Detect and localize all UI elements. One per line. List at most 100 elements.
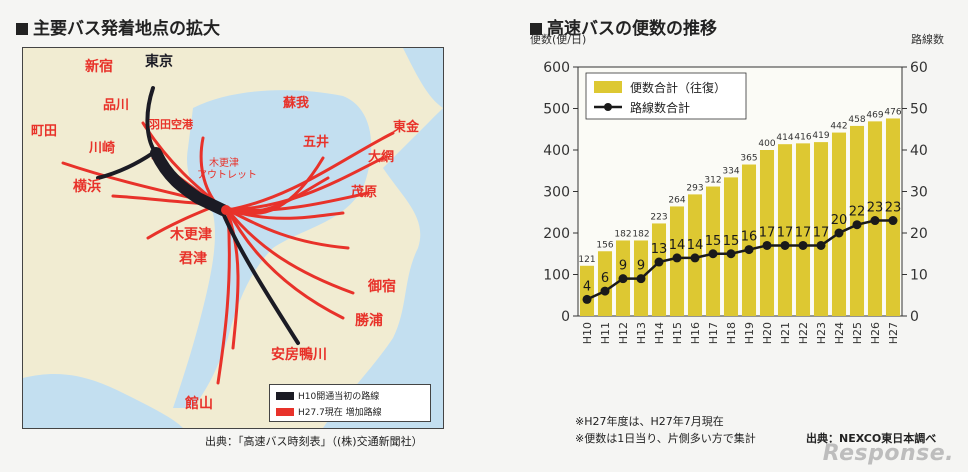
label-tateyama: 館山 [185,396,213,412]
route-point-H22 [798,240,808,250]
route-value-label: 16 [741,230,758,245]
label-awa-kamogawa: 安房鴨川 [271,347,327,363]
route-value-label: 9 [619,259,627,274]
y-right-axis-label: 路線数 [911,32,944,46]
route-chiba-east [226,208,350,250]
x-tick-label: H27 [887,322,900,344]
route-awa-kamogawa [221,211,300,345]
bar-value-label: 156 [596,240,613,250]
label-kisarazu-outlet-2: アウトレット [197,170,257,181]
legend-marker [604,103,612,111]
label-kisarazu-outlet-1: 木更津 [209,158,239,169]
route-value-label: 22 [849,205,866,220]
route-point-H23 [816,240,826,250]
bus-trend-chart: 0 100 200 300 400 500 600 0 10 20 30 40 50 60 便数(便/日) 路… [530,32,944,344]
label-oami: 大網 [368,150,395,165]
bar-H20 [759,150,775,316]
x-tick-label: H14 [653,322,666,344]
route-value-label: 15 [723,234,740,249]
added-routes [61,121,395,385]
x-tick-label: H13 [635,322,648,344]
label-kisarazu: 木更津 [170,227,212,243]
route-mobara [226,191,370,212]
x-tick-label: H22 [797,322,810,344]
bar-H23 [813,142,829,316]
chart-legend-box [585,72,747,120]
label-onjuku: 御宿 [368,279,396,295]
route-mobara-2 [226,208,345,220]
bar-value-label: 476 [884,107,901,117]
y-right-tick-label: 60 [910,60,928,76]
y-right-tick-label: 30 [910,185,928,201]
bar-H19 [741,164,757,316]
x-tick-label: H21 [779,322,792,344]
route-point-H16 [690,253,700,263]
label-katsuura: 勝浦 [355,313,383,329]
bar-value-label: 334 [722,166,739,176]
label-kawasaki: 川崎 [89,141,116,156]
chart-note-2: ※便数は1日当り、片側多い方で集計 [575,432,756,445]
route-point-H21 [780,240,790,250]
label-togane: 東金 [393,120,420,135]
map-legend: H10開通当初の路線 H27.7現在 増加路線 [269,384,431,422]
route-point-H11 [600,286,610,296]
legend-swatch-bars [594,81,622,93]
label-soga: 蘇我 [283,96,310,111]
bar-value-label: 416 [794,132,811,142]
label-kimitsu: 君津 [179,251,207,267]
route-point-H24 [834,228,844,238]
bar-value-label: 442 [830,122,847,132]
title-bullet-icon [16,23,28,35]
legend-label-line: 路線数合計 [630,100,690,115]
route-point-H20 [762,240,772,250]
route-value-label: 14 [687,238,704,253]
bar-H11 [597,251,613,316]
x-tick-label: H25 [851,322,864,344]
map-graphic [23,48,443,428]
bar-value-label: 312 [704,176,721,186]
bar-value-label: 182 [614,229,631,239]
bar-value-label: 458 [848,115,865,125]
route-kawasaki-base [96,151,155,180]
x-tick-label: H19 [743,322,756,344]
route-value-label: 4 [583,279,591,294]
route-point-H18 [726,249,736,259]
y-left-tick-label: 600 [543,60,570,76]
y-left-tick-label: 300 [543,185,570,201]
route-point-H26 [870,216,880,226]
y-right-tick-label: 0 [910,309,919,325]
route-katsuura [226,208,345,320]
route-value-label: 23 [867,201,884,216]
y-right-tick-label: 10 [910,268,928,284]
x-tick-label: H17 [707,322,720,344]
kisarazu-hub [221,205,231,215]
chart-source: 出典：NEXCO東日本調べ [806,432,937,445]
legend-item-added: H27.7現在 増加路線 [276,405,382,418]
label-yokohama: 横浜 [73,179,101,195]
x-tick-label: H20 [761,322,774,344]
ocean-south [23,373,183,428]
route-point-H12 [618,274,628,284]
label-shinjuku: 新宿 [85,59,113,75]
y-left-tick-label: 100 [543,268,570,284]
route-value-label: 9 [637,259,645,274]
label-haneda: 羽田空港 [149,118,193,131]
x-tick-label: H10 [581,322,594,344]
bar-value-label: 182 [632,229,649,239]
bar-value-label: 419 [812,131,829,141]
chart-title: 高速バスの便数の推移 [530,14,717,39]
route-tateyama [216,211,231,385]
bar-H10 [579,265,595,316]
legend-label-bars: 便数合計（往復） [630,80,726,95]
bar-value-label: 223 [650,212,667,222]
bar-H18 [723,177,739,316]
ocean-east [323,108,443,428]
route-value-label: 6 [601,271,609,286]
bar-H22 [795,143,811,316]
label-goi: 五井 [303,135,330,150]
route-value-label: 17 [759,225,776,240]
x-tick-label: H23 [815,322,828,344]
route-aqualine [150,147,229,216]
route-point-H13 [636,274,646,284]
y-left-tick-label: 0 [561,309,570,325]
